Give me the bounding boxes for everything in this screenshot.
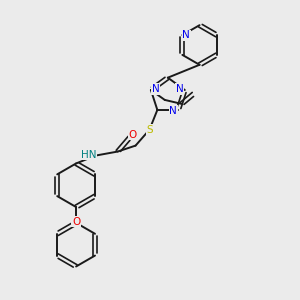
Text: O: O (72, 217, 80, 227)
Text: N: N (169, 106, 177, 116)
Text: HN: HN (81, 149, 97, 160)
Text: S: S (146, 125, 153, 135)
Text: N: N (182, 30, 190, 40)
Text: O: O (128, 130, 137, 140)
Text: N: N (152, 84, 160, 94)
Text: N: N (176, 84, 184, 94)
